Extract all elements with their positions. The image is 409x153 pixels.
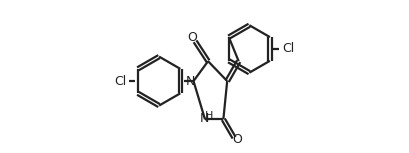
Text: Cl: Cl: [115, 75, 127, 88]
Text: Cl: Cl: [282, 43, 294, 55]
Text: O: O: [231, 133, 241, 146]
Text: O: O: [187, 31, 197, 44]
Text: H: H: [204, 110, 213, 121]
Text: N: N: [199, 112, 209, 125]
Text: N: N: [186, 75, 195, 88]
